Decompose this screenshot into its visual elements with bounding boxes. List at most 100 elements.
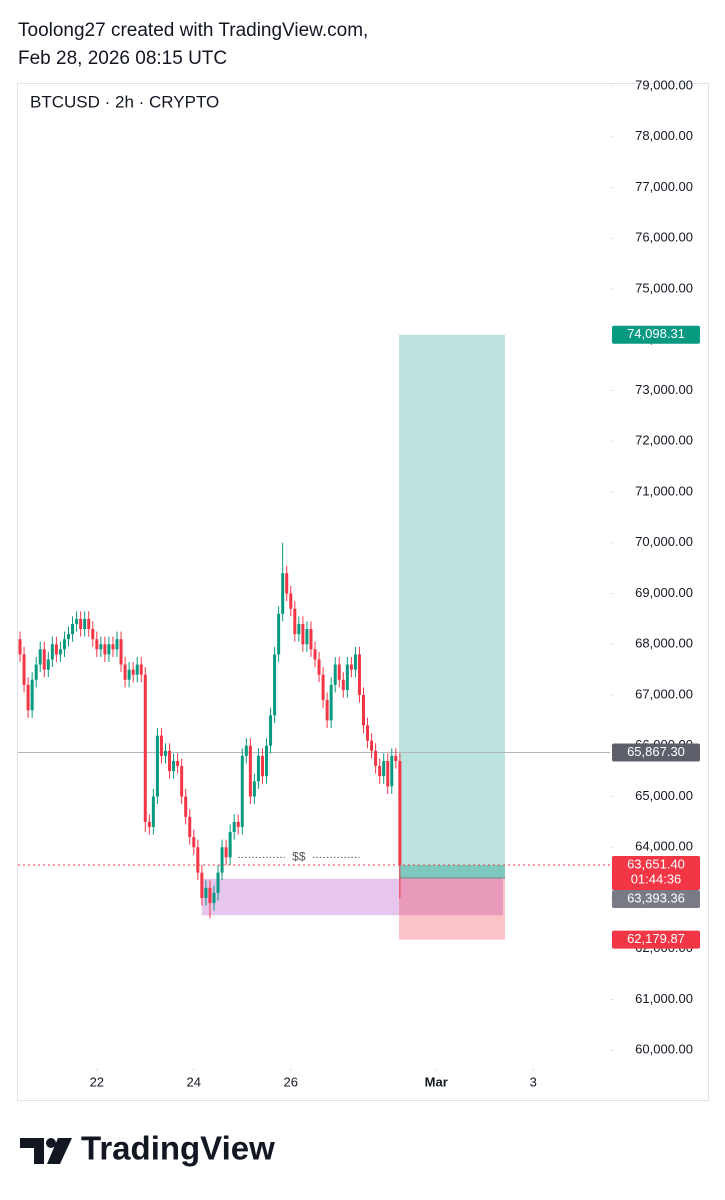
y-tick-label: 61,000.00 — [635, 991, 693, 1006]
candle-body — [260, 755, 264, 777]
logo-shape — [46, 1138, 56, 1148]
price-label-box — [612, 889, 700, 908]
candle-body — [172, 760, 176, 772]
candle-body — [317, 659, 321, 675]
candle-body — [103, 644, 107, 655]
y-tick-label: 68,000.00 — [635, 636, 693, 651]
candle-body — [216, 872, 220, 893]
candle-body — [119, 639, 123, 665]
candle-body — [123, 664, 127, 680]
candle-body — [289, 593, 293, 609]
candle-body — [269, 715, 273, 746]
candle-body — [135, 664, 139, 675]
y-tick-label: 65,000.00 — [635, 788, 693, 803]
candle-body — [71, 623, 75, 635]
candle-body — [256, 755, 260, 782]
candle-body — [46, 659, 50, 670]
header-line: Toolong27 created with TradingView.com, — [18, 20, 368, 41]
candle-body — [228, 832, 232, 858]
x-tick-label: 26 — [284, 1074, 298, 1089]
y-tick-label: 75,000.00 — [635, 280, 693, 295]
candle-body — [220, 847, 224, 873]
candle-body — [386, 760, 390, 787]
candle-body — [366, 725, 370, 741]
candle-body — [349, 664, 353, 670]
candle-body — [337, 664, 341, 680]
candle-body — [168, 750, 172, 772]
brand-logo — [20, 1138, 72, 1164]
candle-body — [208, 887, 212, 904]
candle-body — [99, 644, 103, 650]
candle-body — [374, 750, 378, 767]
candle-body — [107, 644, 111, 655]
candle-body — [321, 674, 325, 701]
candle-body — [79, 618, 83, 630]
y-tick-label: 77,000.00 — [635, 179, 693, 194]
risk-area — [399, 878, 505, 940]
candle-body — [159, 735, 163, 756]
candle-body — [252, 781, 256, 797]
price-label: 62,179.87 — [627, 931, 685, 946]
candle-body — [200, 872, 204, 898]
candle-body — [232, 821, 236, 833]
candle-body — [333, 664, 337, 685]
candle-body — [297, 623, 301, 635]
candle-body — [236, 821, 240, 827]
price-label-box — [612, 930, 700, 949]
candle-body — [147, 821, 151, 827]
x-tick-label: 24 — [187, 1074, 201, 1089]
candle-body — [240, 755, 244, 827]
logo-shape — [20, 1138, 44, 1164]
candle-body — [370, 740, 374, 751]
candle-body — [42, 649, 46, 670]
candle-body — [143, 674, 147, 822]
x-tick-label: Mar — [425, 1074, 448, 1089]
candle-body — [83, 618, 87, 630]
candle-body — [329, 684, 333, 721]
x-tick-label: 22 — [90, 1074, 104, 1089]
candle-body — [285, 573, 289, 594]
candle-body — [58, 649, 62, 655]
candle-body — [155, 735, 159, 797]
y-tick-label: 67,000.00 — [635, 686, 693, 701]
candle-body — [131, 669, 135, 675]
candle-body — [301, 623, 305, 645]
candle-body — [115, 639, 119, 650]
candle-body — [62, 639, 66, 650]
symbol-title: BTCUSD · 2h · CRYPTO — [30, 92, 219, 111]
candle-body — [50, 644, 54, 660]
liquidity-label: $$ — [292, 850, 306, 864]
candle-body — [95, 639, 99, 650]
candle-body — [176, 760, 180, 767]
y-tick-label: 73,000.00 — [635, 382, 693, 397]
candle-body — [54, 644, 58, 655]
brand-name: TradingView — [81, 1130, 275, 1167]
candle-body — [248, 745, 252, 797]
candle-body — [394, 755, 398, 761]
candle-body — [345, 664, 349, 690]
price-label: 63,393.36 — [627, 890, 685, 905]
candle-body — [224, 847, 228, 858]
demand-zone — [201, 878, 503, 916]
candle-body — [38, 649, 42, 665]
candle-body — [192, 837, 196, 848]
y-tick-label: 79,000.00 — [635, 77, 693, 92]
candle-body — [281, 573, 285, 614]
y-tick-label: 72,000.00 — [635, 433, 693, 448]
header-line: Feb 28, 2026 08:15 UTC — [18, 48, 227, 69]
candle-body — [111, 644, 115, 650]
candle-body — [30, 679, 34, 711]
candle-body — [34, 664, 38, 680]
candle-body — [390, 755, 394, 787]
candle-body — [357, 654, 361, 696]
y-tick-label: 60,000.00 — [635, 1042, 693, 1057]
candle-body — [204, 887, 208, 898]
price-label: 63,651.40 — [627, 856, 685, 871]
candle-body — [184, 796, 188, 817]
y-tick-label: 69,000.00 — [635, 585, 693, 600]
candle-body — [91, 629, 95, 640]
candle-body — [212, 892, 216, 904]
candle-body — [139, 664, 143, 675]
candle-body — [305, 629, 309, 645]
